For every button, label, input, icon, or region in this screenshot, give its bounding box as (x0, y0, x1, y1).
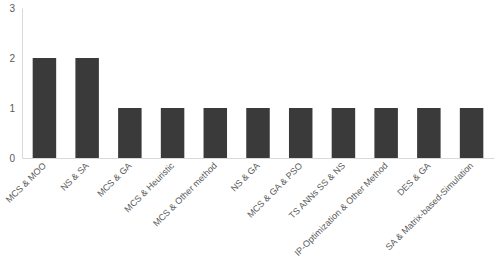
x-tick: MCS & GA (95, 158, 133, 199)
bar (417, 108, 440, 158)
bar (289, 108, 312, 158)
y-axis: 0 1 2 3 (9, 3, 22, 164)
bar (75, 58, 98, 158)
y-tick-label: 2 (9, 53, 15, 64)
bar (460, 108, 483, 158)
bar (246, 108, 269, 158)
x-tick-label: MCS & MOO (4, 161, 48, 205)
x-tick: MCS & MOO (4, 158, 48, 205)
y-axis-line (22, 9, 23, 159)
y-tick: 0 (9, 153, 22, 164)
chart: 0123MCS & MOONS & SAMCS & GAMCS & Heuris… (0, 0, 500, 268)
bar (161, 108, 184, 158)
x-tick: IP-Optimization & Other Method (293, 158, 390, 258)
x-tick-label: MCS & GA (95, 161, 133, 199)
bar (374, 108, 397, 158)
x-tick: NS & GA (229, 158, 262, 193)
y-tick-label: 0 (9, 153, 15, 164)
x-tick-label: SA & Matrix-based-Simulation (384, 161, 476, 253)
x-tick-label: NS & SA (59, 161, 91, 193)
y-tick: 1 (9, 103, 22, 114)
x-tick: NS & SA (59, 158, 91, 193)
x-tick: DES & GA (395, 158, 432, 198)
bars (33, 58, 484, 158)
x-axis-line (23, 158, 495, 159)
y-tick: 3 (9, 3, 22, 14)
y-tick-label: 3 (9, 3, 15, 14)
x-tick-label: MCS & Other method (151, 161, 219, 229)
x-tick-label: DES & GA (395, 161, 432, 198)
y-tick-label: 1 (9, 103, 15, 114)
bar (33, 58, 56, 158)
y-tick: 2 (9, 53, 22, 64)
x-tick: MCS & Other method (151, 158, 219, 228)
x-tick-label: NS & GA (229, 161, 262, 194)
x-tick: SA & Matrix-based-Simulation (384, 158, 476, 252)
x-axis: MCS & MOONS & SAMCS & GAMCS & HeuristicM… (4, 158, 495, 258)
x-tick-label: IP-Optimization & Other Method (293, 161, 390, 258)
plot: 0123MCS & MOONS & SAMCS & GAMCS & Heuris… (4, 3, 495, 258)
bar (204, 108, 227, 158)
bar (118, 108, 141, 158)
bar (332, 108, 355, 158)
